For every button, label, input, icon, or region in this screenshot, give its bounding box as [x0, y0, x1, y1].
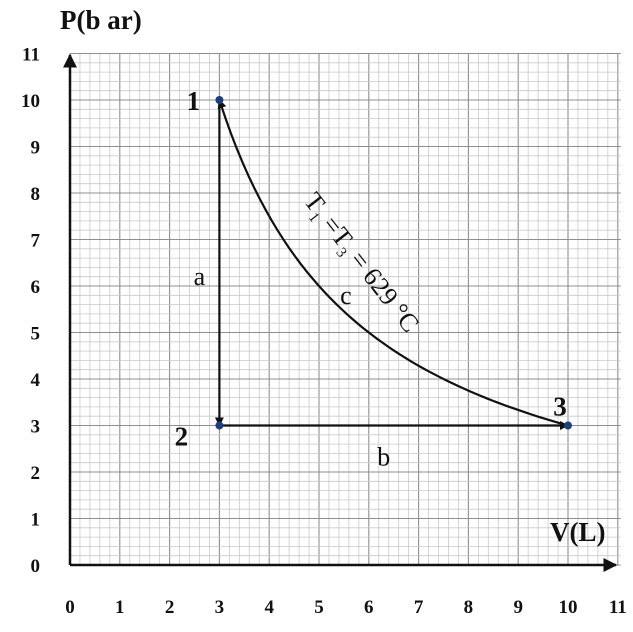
- state-label-3: 3: [553, 392, 567, 422]
- path-c: [217, 99, 569, 427]
- path-label-b: b: [377, 443, 390, 472]
- x-tick-label: 10: [559, 597, 578, 618]
- axes: [63, 53, 618, 572]
- y-tick-label: 2: [31, 463, 41, 484]
- x-tick-label: 5: [314, 597, 324, 618]
- state-point-1: [215, 96, 224, 104]
- y-tick-label: 8: [31, 184, 41, 205]
- y-tick-label: 3: [31, 417, 41, 438]
- state-label-2: 2: [175, 422, 189, 452]
- path-label-c: c: [340, 281, 352, 310]
- state-point-3: [564, 421, 572, 430]
- y-tick-label: 1: [31, 510, 41, 531]
- x-tick-label: 6: [364, 597, 374, 618]
- y-tick-label: 4: [31, 370, 41, 391]
- x-tick-label: 11: [609, 597, 627, 618]
- state-point-2: [215, 421, 224, 430]
- tick-labels: 0 1 2 3 4 5 6 7 8 9 10 11 0 1 2 3 4 5 6 7 8 9 10 11: [21, 45, 627, 619]
- x-tick-label: 3: [215, 597, 225, 618]
- state-points: 1 2 3: [175, 86, 572, 452]
- y-tick-label: 0: [31, 556, 41, 577]
- x-tick-label: 1: [115, 597, 125, 618]
- x-tick-label: 0: [65, 597, 75, 618]
- state-label-1: 1: [187, 86, 201, 116]
- x-axis-title: V(L): [550, 517, 606, 547]
- y-tick-label: 9: [31, 138, 41, 159]
- y-tick-label: 5: [31, 324, 41, 345]
- y-axis-title: P(b ar): [60, 5, 142, 35]
- x-tick-label: 7: [414, 597, 424, 618]
- y-tick-label: 10: [21, 91, 40, 112]
- y-tick-label: 7: [31, 231, 41, 252]
- y-tick-label: 11: [22, 45, 40, 66]
- process-paths: a b c: [194, 99, 569, 472]
- x-tick-label: 8: [464, 597, 474, 618]
- x-tick-label: 4: [264, 597, 274, 618]
- path-label-a: a: [194, 262, 206, 291]
- isotherm-label: T1 =T3 = 629 °C: [295, 187, 425, 340]
- x-tick-label: 2: [165, 597, 175, 618]
- x-tick-label: 9: [513, 597, 523, 618]
- y-tick-label: 6: [31, 277, 41, 298]
